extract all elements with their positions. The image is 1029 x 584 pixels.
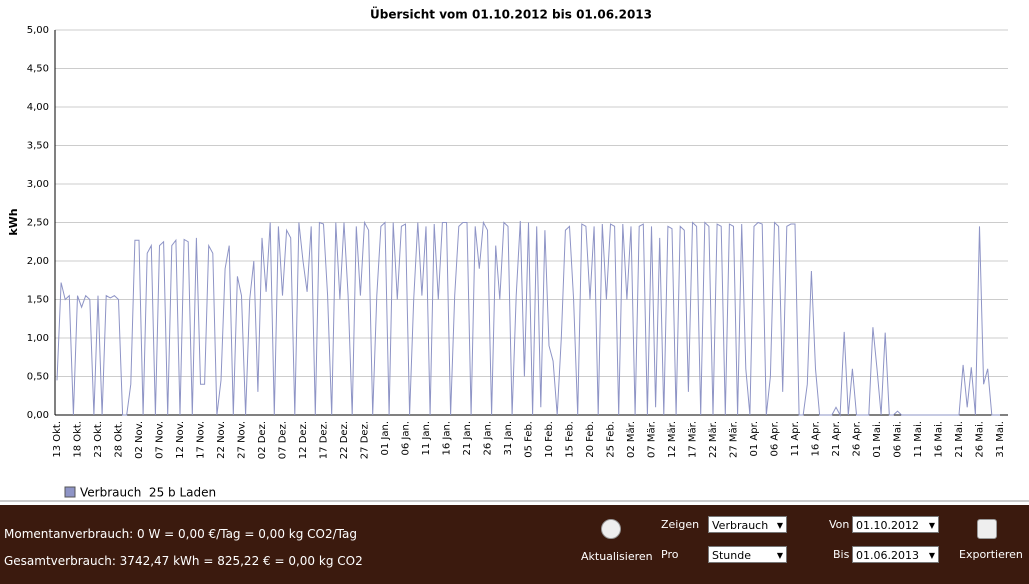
x-tick-label: 17 Dez. [319, 421, 330, 459]
x-tick-label: 26 Jan. [483, 421, 494, 456]
x-tick-label: 31 Mai. [995, 421, 1006, 458]
x-tick-label: 31 Jan. [503, 421, 514, 456]
x-tick-label: 11 Jan. [421, 421, 432, 456]
to-label: Bis [833, 548, 850, 561]
x-tick-label: 01 Jan. [380, 421, 391, 456]
refresh-icon[interactable] [601, 519, 621, 539]
y-tick-label: 1,50 [27, 295, 49, 306]
per-label: Pro [661, 548, 679, 561]
x-tick-label: 12 Nov. [175, 421, 186, 459]
show-label: Zeigen [661, 518, 700, 531]
x-tick-label: 13 Okt. [52, 421, 63, 458]
x-tick-label: 23 Okt. [93, 421, 104, 458]
export-icon[interactable] [977, 519, 997, 539]
x-tick-label: 26 Mai. [975, 421, 986, 458]
from-label: Von [829, 518, 850, 531]
y-tick-label: 3,50 [27, 141, 49, 152]
x-tick-label: 25 Feb. [606, 421, 617, 458]
x-tick-label: 21 Jan. [462, 421, 473, 456]
x-tick-label: 18 Okt. [73, 421, 84, 458]
y-tick-label: 4,50 [27, 64, 49, 75]
x-tick-label: 22 Mär. [708, 421, 719, 458]
y-tick-label: 0,50 [27, 372, 49, 383]
x-tick-label: 21 Apr. [831, 421, 842, 456]
x-tick-label: 11 Apr. [790, 421, 801, 456]
x-tick-label: 27 Dez. [360, 421, 371, 459]
x-tick-label: 22 Dez. [339, 421, 350, 459]
x-tick-label: 02 Mär. [626, 421, 637, 458]
y-tick-label: 5,00 [27, 25, 49, 36]
chart-title: Übersicht vom 01.10.2012 bis 01.06.2013 [370, 7, 652, 22]
y-tick-label: 0,00 [27, 410, 49, 421]
x-tick-label: 06 Mai. [893, 421, 904, 458]
x-tick-label: 01 Mai. [872, 421, 883, 458]
y-tick-label: 3,00 [27, 179, 49, 190]
x-tick-label: 05 Feb. [524, 421, 535, 458]
x-tick-label: 27 Nov. [237, 421, 248, 459]
x-tick-label: 07 Nov. [155, 421, 166, 459]
x-tick-label: 17 Nov. [196, 421, 207, 459]
show-dropdown[interactable]: Verbrauch [708, 516, 787, 534]
series-line [56, 220, 1000, 417]
x-tick-label: 01 Apr. [749, 421, 760, 456]
x-tick-label: 11 Mai. [913, 421, 924, 458]
x-tick-label: 15 Feb. [565, 421, 576, 458]
x-tick-label: 06 Apr. [770, 421, 781, 456]
per-dropdown[interactable]: Stunde [708, 546, 787, 564]
x-tick-label: 28 Okt. [114, 421, 125, 458]
total-usage: Gesamtverbrauch: 3742,47 kWh = 825,22 € … [4, 554, 363, 568]
x-tick-label: 07 Mär. [647, 421, 658, 458]
y-tick-label: 1,00 [27, 333, 49, 344]
chart: Übersicht vom 01.10.2012 bis 01.06.2013 … [0, 6, 1029, 502]
y-tick-label: 4,00 [27, 102, 49, 113]
refresh-button[interactable]: Aktualisieren [581, 550, 653, 563]
legend-label: Verbrauch 25 b Laden [80, 486, 216, 500]
x-tick-label: 16 Jan. [442, 421, 453, 456]
legend-swatch [64, 486, 76, 498]
y-tick-label: 2,50 [27, 218, 49, 229]
current-usage: Momentanverbrauch: 0 W = 0,00 €/Tag = 0,… [4, 527, 357, 541]
export-button[interactable]: Exportieren [959, 548, 1023, 561]
footer-panel: Momentanverbrauch: 0 W = 0,00 €/Tag = 0,… [0, 505, 1029, 584]
x-tick-label: 07 Dez. [278, 421, 289, 459]
x-tick-label: 02 Nov. [134, 421, 145, 459]
x-tick-label: 22 Nov. [216, 421, 227, 459]
y-axis-label: kWh [7, 208, 20, 235]
x-tick-label: 06 Jan. [401, 421, 412, 456]
x-tick-label: 16 Apr. [811, 421, 822, 456]
x-tick-label: 27 Mär. [729, 421, 740, 458]
x-tick-label: 02 Dez. [257, 421, 268, 459]
from-date[interactable]: 01.10.2012 [852, 516, 939, 534]
y-tick-label: 2,00 [27, 256, 49, 267]
to-date[interactable]: 01.06.2013 [852, 546, 939, 564]
x-tick-label: 12 Mär. [667, 421, 678, 458]
x-tick-label: 20 Feb. [585, 421, 596, 458]
x-tick-label: 21 Mai. [954, 421, 965, 458]
x-tick-label: 12 Dez. [298, 421, 309, 459]
x-tick-label: 10 Feb. [544, 421, 555, 458]
x-tick-label: 17 Mär. [688, 421, 699, 458]
x-tick-label: 26 Apr. [852, 421, 863, 456]
x-tick-label: 16 Mai. [934, 421, 945, 458]
